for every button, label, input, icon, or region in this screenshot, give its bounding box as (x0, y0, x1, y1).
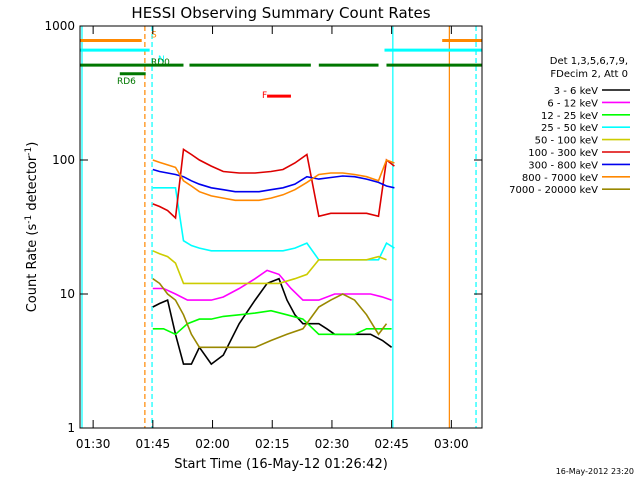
y-axis-label: Count Rate (s-1 detector-1) (24, 142, 40, 313)
x-tick-label-1: 01:45 (136, 437, 171, 451)
x-tick-label-6: 03:00 (434, 437, 469, 451)
legend-label-3: 25 - 50 keV (541, 123, 598, 134)
legend-label-6: 300 - 800 keV (528, 160, 598, 171)
x-tick-label-0: 01:30 (76, 437, 111, 451)
y-axis-label-sup1: -1 (24, 215, 34, 224)
x-tick-label-3: 02:15 (255, 437, 290, 451)
x-tick-label-2: 02:00 (195, 437, 230, 451)
legend-header-1: FDecim 2, Att 0 (550, 69, 628, 80)
legend-label-7: 800 - 7000 keV (522, 173, 598, 184)
flag-label-f: F (262, 91, 267, 101)
y-axis-label-main: Count Rate (s (25, 224, 40, 313)
y-tick-label-3: 1000 (44, 19, 75, 33)
flag-label-rd0: RD0 (151, 58, 170, 68)
legend-label-8: 7000 - 20000 keV (509, 185, 598, 196)
series-line-2 (152, 309, 392, 336)
series-line-5 (152, 148, 395, 220)
legend-label-4: 50 - 100 keV (535, 136, 599, 147)
legend-label-0: 3 - 6 keV (554, 86, 598, 97)
flag-label-n: N (158, 55, 165, 65)
x-tick-label-4: 02:30 (315, 437, 350, 451)
y-axis-label-sup2: -1 (24, 147, 34, 156)
series-line-4 (152, 250, 387, 285)
flag-label-rd6: RD6 (117, 77, 136, 87)
legend-label-2: 12 - 25 keV (541, 111, 598, 122)
y-tick-label-1: 10 (60, 287, 75, 301)
legend-label-5: 100 - 300 keV (528, 148, 598, 159)
legend: Det 1,3,5,6,7,9, FDecim 2, Att 0 3 - 6 keV… (509, 56, 630, 196)
date-stamp: 16-May-2012 23:20 (556, 467, 634, 476)
chart-title: HESSI Observing Summary Count Rates (131, 4, 430, 22)
plot-frame (79, 25, 483, 429)
series-line-7 (152, 158, 395, 202)
flag-label-s: S (151, 30, 157, 40)
axes: 01:30 01:45 02:00 02:15 02:30 02:45 03:00 1 10 10… (44, 19, 482, 451)
series-line-6 (152, 168, 395, 193)
series-line-3 (152, 187, 395, 261)
legend-header-0: Det 1,3,5,6,7,9, (550, 56, 628, 67)
legend-label-1: 6 - 12 keV (547, 98, 598, 109)
y-tick-label-2: 100 (52, 153, 75, 167)
y-tick-label-0: 1 (67, 421, 75, 435)
series-line-1 (152, 269, 392, 301)
series-line-0 (152, 277, 393, 366)
y-axis-label-end: ) (25, 142, 40, 147)
series-line-8 (152, 278, 388, 349)
y-axis-label-mid: detector (25, 155, 40, 215)
x-axis-label: Start Time (16-May-12 01:26:42) (174, 457, 388, 472)
x-tick-label-5: 02:45 (374, 437, 409, 451)
